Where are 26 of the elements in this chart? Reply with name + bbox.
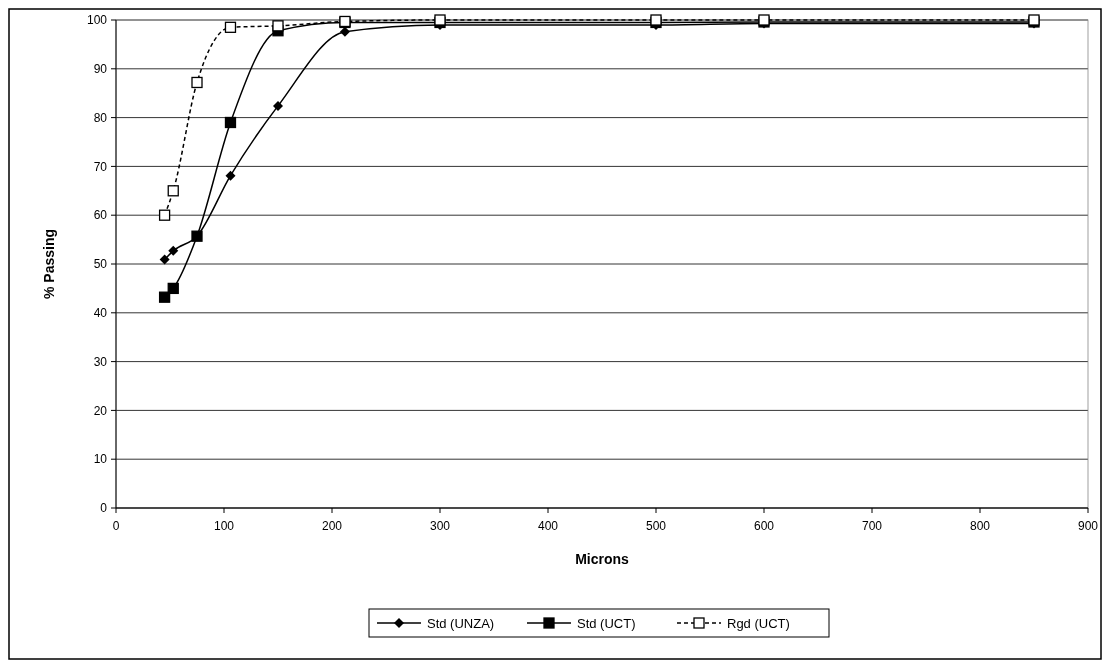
x-tick-label: 500 (645, 519, 667, 533)
y-axis-title: % Passing (41, 228, 57, 300)
x-tick-label: 400 (537, 519, 559, 533)
y-tick-label: 80 (93, 110, 108, 125)
x-tick-label: 700 (861, 519, 883, 533)
y-tick-label: 70 (93, 159, 108, 174)
y-tick-label: 90 (93, 62, 108, 76)
y-tick-label: 0 (100, 501, 108, 516)
y-tick-label: 50 (93, 257, 108, 272)
y-tick-label: 10 (93, 452, 108, 467)
x-tick-label: 0 (112, 519, 120, 533)
x-tick-label: 300 (429, 519, 451, 533)
x-tick-label: 600 (753, 519, 775, 533)
legend-label: Std (UNZA) (427, 615, 495, 631)
x-axis-title: Microns (575, 551, 630, 567)
y-tick-label: 100 (86, 13, 108, 28)
x-tick-label: 800 (969, 519, 991, 533)
y-tick-label: 60 (93, 208, 108, 223)
legend-label: Rgd (UCT) (727, 615, 790, 631)
x-tick-label: 200 (321, 519, 343, 533)
x-tick-label: 100 (213, 519, 235, 533)
x-tick-label: 900 (1077, 519, 1099, 533)
legend-label: Std (UCT) (577, 615, 636, 631)
y-tick-label: 20 (93, 403, 108, 418)
y-tick-label: 40 (93, 306, 108, 320)
y-tick-label: 30 (93, 354, 108, 369)
